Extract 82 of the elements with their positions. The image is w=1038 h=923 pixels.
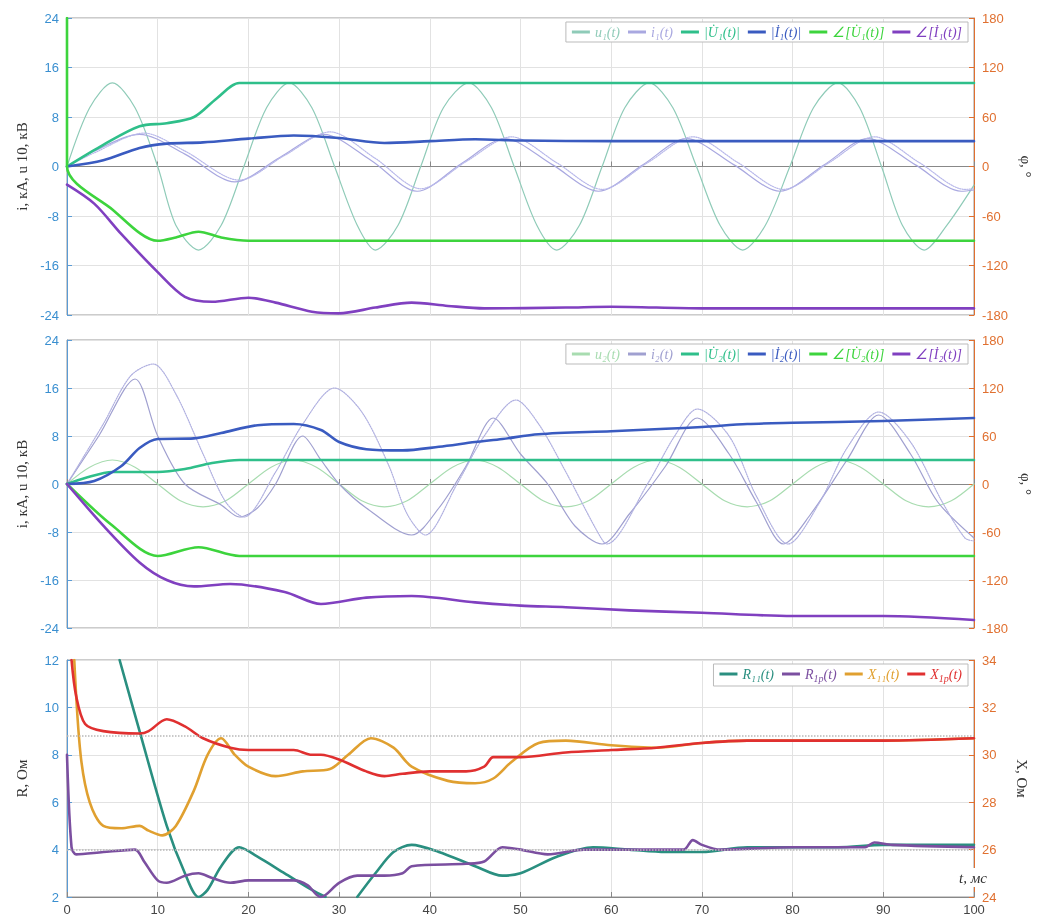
line-series	[66, 82, 975, 251]
x-tick-label: 40	[422, 902, 438, 917]
x-tick-label: 30	[331, 902, 347, 917]
y-tick-label: -24	[40, 307, 59, 323]
y2-tick-label: 180	[982, 10, 1004, 26]
line-series	[65, 458, 976, 486]
y-tick-label: -8	[47, 208, 59, 224]
y-axis-title: R, Ом	[13, 759, 30, 798]
legend-label: ∠[İ₁(t)]	[915, 24, 962, 41]
line-series	[65, 134, 976, 168]
legend-label: u₁(t)	[594, 24, 621, 41]
legend-label: |İ₂(t)|	[770, 346, 802, 363]
legend-label: ∠[U̇₂(t)]	[832, 346, 885, 363]
legend-label: R₁₁(t)	[741, 666, 775, 683]
y2-tick-label: 120	[982, 380, 1004, 396]
legend-label: |U̇₂(t)|	[703, 346, 740, 363]
y2-tick-label: -120	[982, 258, 1009, 273]
y2-axis-title: X, Ом	[1013, 759, 1030, 799]
legend-label: ∠[U̇₁(t)]	[832, 24, 885, 41]
legend-label: X₁₁(t)	[866, 666, 900, 683]
y2-tick-label: 30	[982, 747, 997, 763]
y-tick-label: -16	[40, 258, 59, 273]
y-tick-label: 0	[51, 159, 59, 174]
legend-label: u₂(t)	[594, 346, 621, 363]
y-tick-label: 0	[51, 476, 59, 492]
y-tick-label: 8	[51, 109, 59, 125]
y-tick-label: -24	[40, 620, 59, 636]
y2-tick-label: 60	[982, 428, 997, 444]
x-tick-label: 80	[785, 902, 800, 917]
y-tick-label: 24	[44, 332, 59, 348]
line-series	[65, 183, 976, 315]
legend-label: |U̇₁(t)|	[703, 24, 740, 41]
y2-tick-label: -60	[982, 524, 1001, 540]
legend-label: i₂(t)	[650, 346, 674, 363]
x-tick-label: 100	[963, 902, 985, 917]
y-tick-label: 16	[44, 60, 59, 75]
legend-label: i₁(t)	[650, 24, 674, 41]
y2-tick-label: 180	[982, 332, 1004, 348]
y2-tick-label: -60	[982, 208, 1001, 224]
y-axis-title: i, кА, u 10, кВ	[13, 122, 30, 211]
y2-tick-label: 120	[982, 60, 1004, 75]
y2-tick-label: 26	[982, 842, 997, 858]
line-series	[65, 416, 976, 486]
y-tick-label: 4	[51, 842, 59, 858]
line-series	[65, 16, 976, 243]
y2-tick-label: 24	[982, 889, 997, 905]
y-tick-label: 6	[51, 794, 59, 810]
y2-tick-label: 60	[982, 109, 997, 125]
x-tick-label: 20	[241, 902, 256, 917]
x-tick-label: 0	[63, 902, 71, 917]
y-tick-label: 24	[44, 10, 59, 26]
legend-label: ∠[İ₂(t)]	[915, 346, 962, 363]
y2-tick-label: 0	[982, 476, 990, 492]
line-series	[65, 482, 976, 622]
y-tick-label: 12	[44, 652, 59, 668]
y2-tick-label: -120	[982, 572, 1009, 588]
y2-tick-label: 34	[982, 652, 997, 668]
y-tick-label: 16	[44, 380, 59, 396]
y-axis-title: i, кА, u 10, кВ	[13, 439, 30, 529]
y-tick-label: 8	[51, 747, 59, 763]
y-tick-label: 2	[51, 889, 59, 905]
line-series	[70, 658, 976, 778]
line-series	[66, 459, 975, 508]
y2-axis-title: φ, °	[1018, 472, 1035, 496]
x-axis-title: t, мс	[959, 869, 988, 886]
y2-tick-label: -180	[982, 307, 1009, 323]
y2-tick-label: 0	[982, 159, 990, 174]
x-tick-label: 50	[513, 902, 528, 917]
y2-tick-label: 28	[982, 794, 997, 810]
y-tick-label: -16	[40, 572, 59, 588]
legend-label: |İ₁(t)|	[770, 24, 802, 41]
y-tick-label: 10	[44, 699, 59, 715]
x-tick-label: 70	[694, 902, 710, 917]
y-tick-label: -8	[47, 524, 59, 540]
y2-axis-title: φ, °	[1018, 155, 1035, 178]
x-tick-label: 10	[150, 902, 165, 917]
x-tick-label: 60	[603, 902, 619, 917]
y-tick-label: 8	[51, 428, 59, 444]
line-series	[65, 81, 976, 168]
x-tick-label: 90	[876, 902, 891, 917]
y2-tick-label: -180	[982, 620, 1009, 636]
y2-tick-label: 32	[982, 699, 997, 715]
